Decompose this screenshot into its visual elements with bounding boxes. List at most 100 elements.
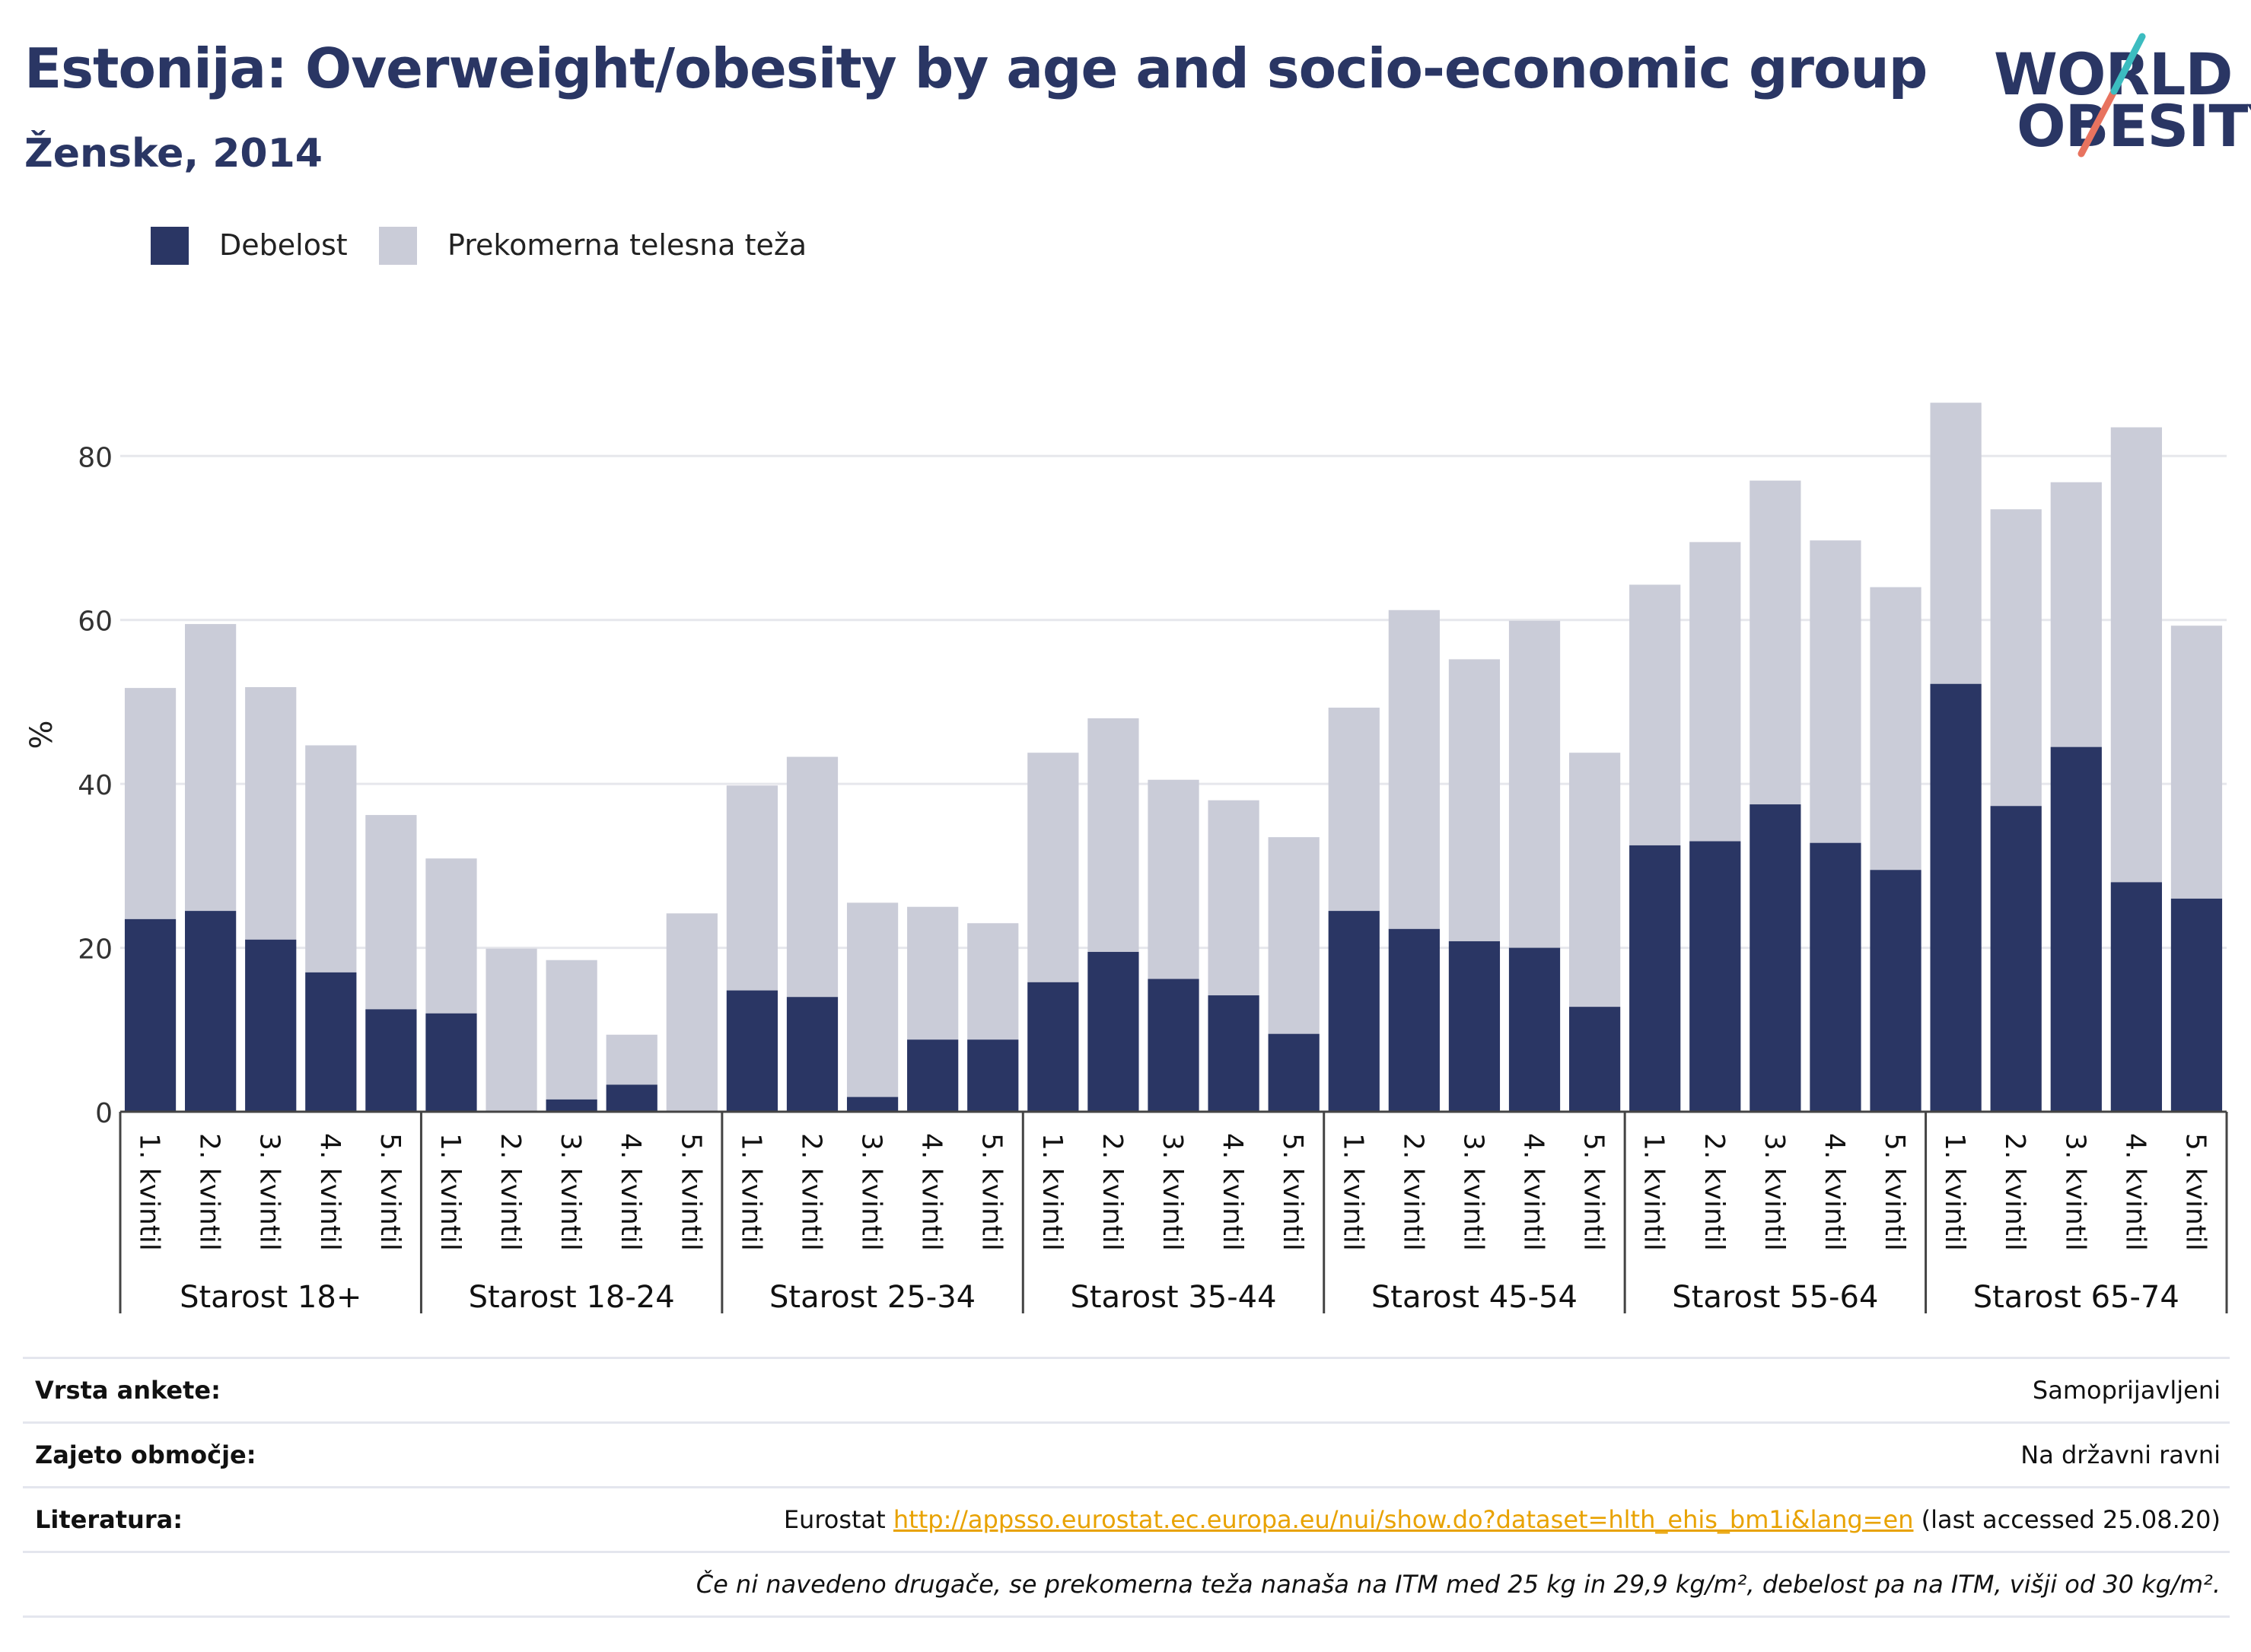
bar-debelost bbox=[1870, 870, 1921, 1112]
x-tick-label: 2. kvintil bbox=[1699, 1133, 1730, 1251]
bar-debelost bbox=[185, 911, 237, 1112]
bar-prekomerna bbox=[2050, 482, 2102, 747]
x-tick-label: 3. kvintil bbox=[254, 1133, 285, 1251]
bar-debelost bbox=[1568, 1007, 1621, 1112]
bar-prekomerna bbox=[185, 624, 237, 912]
legend-label: Prekomerna telesna teža bbox=[447, 228, 807, 262]
bar-prekomerna bbox=[2170, 625, 2223, 899]
x-tick-label: 1. kvintil bbox=[1036, 1133, 1068, 1251]
bar-prekomerna bbox=[1268, 837, 1320, 1034]
bar-prekomerna bbox=[1870, 587, 1921, 871]
bar-debelost bbox=[1208, 995, 1259, 1112]
y-tick-label: 20 bbox=[78, 934, 113, 966]
x-tick-label: 1. kvintil bbox=[134, 1133, 165, 1251]
y-axis-label: % bbox=[24, 720, 59, 749]
logo-slash-icon bbox=[2077, 33, 2146, 158]
bar-prekomerna bbox=[365, 815, 417, 1010]
bar-prekomerna bbox=[305, 745, 357, 972]
meta-value: Eurostat http://appsso.eurostat.ec.europ… bbox=[784, 1505, 2221, 1534]
bar-prekomerna bbox=[486, 948, 537, 1112]
bar-debelost bbox=[1629, 845, 1681, 1112]
bar-debelost bbox=[786, 997, 839, 1112]
bar-prekomerna bbox=[1328, 707, 1380, 912]
chart-title: Estonija: Overweight/obesity by age and … bbox=[24, 37, 1928, 100]
bar-prekomerna bbox=[1750, 480, 1801, 805]
x-tick-label: 5. kvintil bbox=[675, 1133, 706, 1251]
x-tick-label: 4. kvintil bbox=[1819, 1133, 1850, 1251]
x-tick-label: 4. kvintil bbox=[916, 1133, 947, 1251]
meta-value: Na državni ravni bbox=[2020, 1440, 2221, 1469]
group-label: Starost 45-54 bbox=[1371, 1280, 1578, 1315]
bar-debelost bbox=[846, 1097, 899, 1112]
world-obesity-logo: WORLD OBESITY bbox=[1979, 15, 2251, 167]
x-tick-label: 4. kvintil bbox=[1518, 1133, 1549, 1251]
meta-label: Literatura: bbox=[35, 1505, 183, 1534]
bar-prekomerna bbox=[1568, 753, 1621, 1007]
metadata-table: Vrsta ankete: Samoprijavljeni Zajeto obm… bbox=[23, 1357, 2230, 1618]
chart-subtitle: Ženske, 2014 bbox=[24, 131, 323, 177]
bar-prekomerna bbox=[846, 902, 899, 1097]
meta-row-note: Če ni navedeno drugače, se prekomerna te… bbox=[23, 1551, 2230, 1618]
bar-debelost bbox=[365, 1009, 417, 1112]
x-tick-label: 5. kvintil bbox=[374, 1133, 406, 1251]
x-tick-label: 4. kvintil bbox=[615, 1133, 646, 1251]
bar-prekomerna bbox=[726, 785, 778, 991]
x-tick-label: 2. kvintil bbox=[1999, 1133, 2030, 1251]
bar-debelost bbox=[2170, 898, 2223, 1112]
logo-line-2: OBESITY bbox=[2017, 92, 2251, 160]
meta-value: Samoprijavljeni bbox=[2032, 1376, 2221, 1405]
bar-prekomerna bbox=[666, 913, 718, 1112]
bar-prekomerna bbox=[1810, 540, 1861, 843]
bar-prekomerna bbox=[1087, 718, 1139, 952]
stacked-bar-chart: 0 20 40 60 80% 1. kvintil 2. kvintil 3. kvintil… bbox=[24, 403, 2228, 1315]
bar-debelost bbox=[1087, 951, 1139, 1112]
x-tick-label: 3. kvintil bbox=[555, 1133, 586, 1251]
x-tick-label: 5. kvintil bbox=[976, 1133, 1008, 1251]
x-tick-label: 1. kvintil bbox=[1638, 1133, 1670, 1251]
bar-debelost bbox=[1448, 941, 1501, 1112]
definition-note: Če ni navedeno drugače, se prekomerna te… bbox=[696, 1570, 2221, 1599]
legend-label: Debelost bbox=[219, 228, 348, 262]
bar-prekomerna bbox=[1930, 403, 1982, 684]
bar-debelost bbox=[2050, 746, 2102, 1112]
x-tick-label: 3. kvintil bbox=[1157, 1133, 1188, 1251]
bar-prekomerna bbox=[546, 960, 597, 1100]
reference-link[interactable]: http://appsso.eurostat.ec.europa.eu/nui/… bbox=[893, 1505, 1914, 1534]
bar-prekomerna bbox=[1148, 779, 1199, 979]
x-tick-label: 5. kvintil bbox=[2179, 1133, 2211, 1251]
bar-debelost bbox=[967, 1039, 1019, 1112]
bar-debelost bbox=[425, 1013, 477, 1112]
bar-prekomerna bbox=[1990, 509, 2042, 807]
bar-debelost bbox=[1388, 928, 1440, 1112]
bar-prekomerna bbox=[1388, 610, 1440, 929]
bar-debelost bbox=[606, 1084, 657, 1112]
reference-suffix: (last accessed 25.08.20) bbox=[1913, 1505, 2221, 1534]
y-tick-label: 0 bbox=[95, 1098, 113, 1129]
y-tick-label: 80 bbox=[78, 442, 113, 473]
bar-prekomerna bbox=[1027, 753, 1079, 982]
meta-row-references: Literatura: Eurostat http://appsso.euros… bbox=[23, 1486, 2230, 1551]
legend-swatch-debelost bbox=[151, 227, 189, 265]
bar-debelost bbox=[1328, 911, 1380, 1112]
meta-label: Vrsta ankete: bbox=[35, 1376, 221, 1405]
bar-prekomerna bbox=[2110, 427, 2162, 883]
bar-debelost bbox=[726, 990, 778, 1112]
bar-debelost bbox=[245, 939, 297, 1112]
bar-prekomerna bbox=[1448, 659, 1501, 941]
x-tick-label: 2. kvintil bbox=[495, 1133, 526, 1251]
bar-debelost bbox=[1268, 1033, 1320, 1112]
bar-debelost bbox=[1508, 947, 1561, 1112]
bar-prekomerna bbox=[1629, 584, 1681, 845]
x-tick-label: 3. kvintil bbox=[1457, 1133, 1488, 1251]
group-label: Starost 35-44 bbox=[1070, 1280, 1276, 1315]
bar-debelost bbox=[305, 972, 357, 1112]
meta-row-survey-type: Vrsta ankete: Samoprijavljeni bbox=[23, 1357, 2230, 1421]
bar-prekomerna bbox=[425, 858, 477, 1014]
x-tick-label: 3. kvintil bbox=[856, 1133, 887, 1251]
x-tick-label: 1. kvintil bbox=[1337, 1133, 1368, 1251]
x-tick-label: 5. kvintil bbox=[1578, 1133, 1609, 1251]
x-tick-label: 2. kvintil bbox=[1097, 1133, 1128, 1251]
bar-prekomerna bbox=[967, 923, 1019, 1040]
x-tick-label: 4. kvintil bbox=[1217, 1133, 1248, 1251]
bar-debelost bbox=[1027, 982, 1079, 1112]
